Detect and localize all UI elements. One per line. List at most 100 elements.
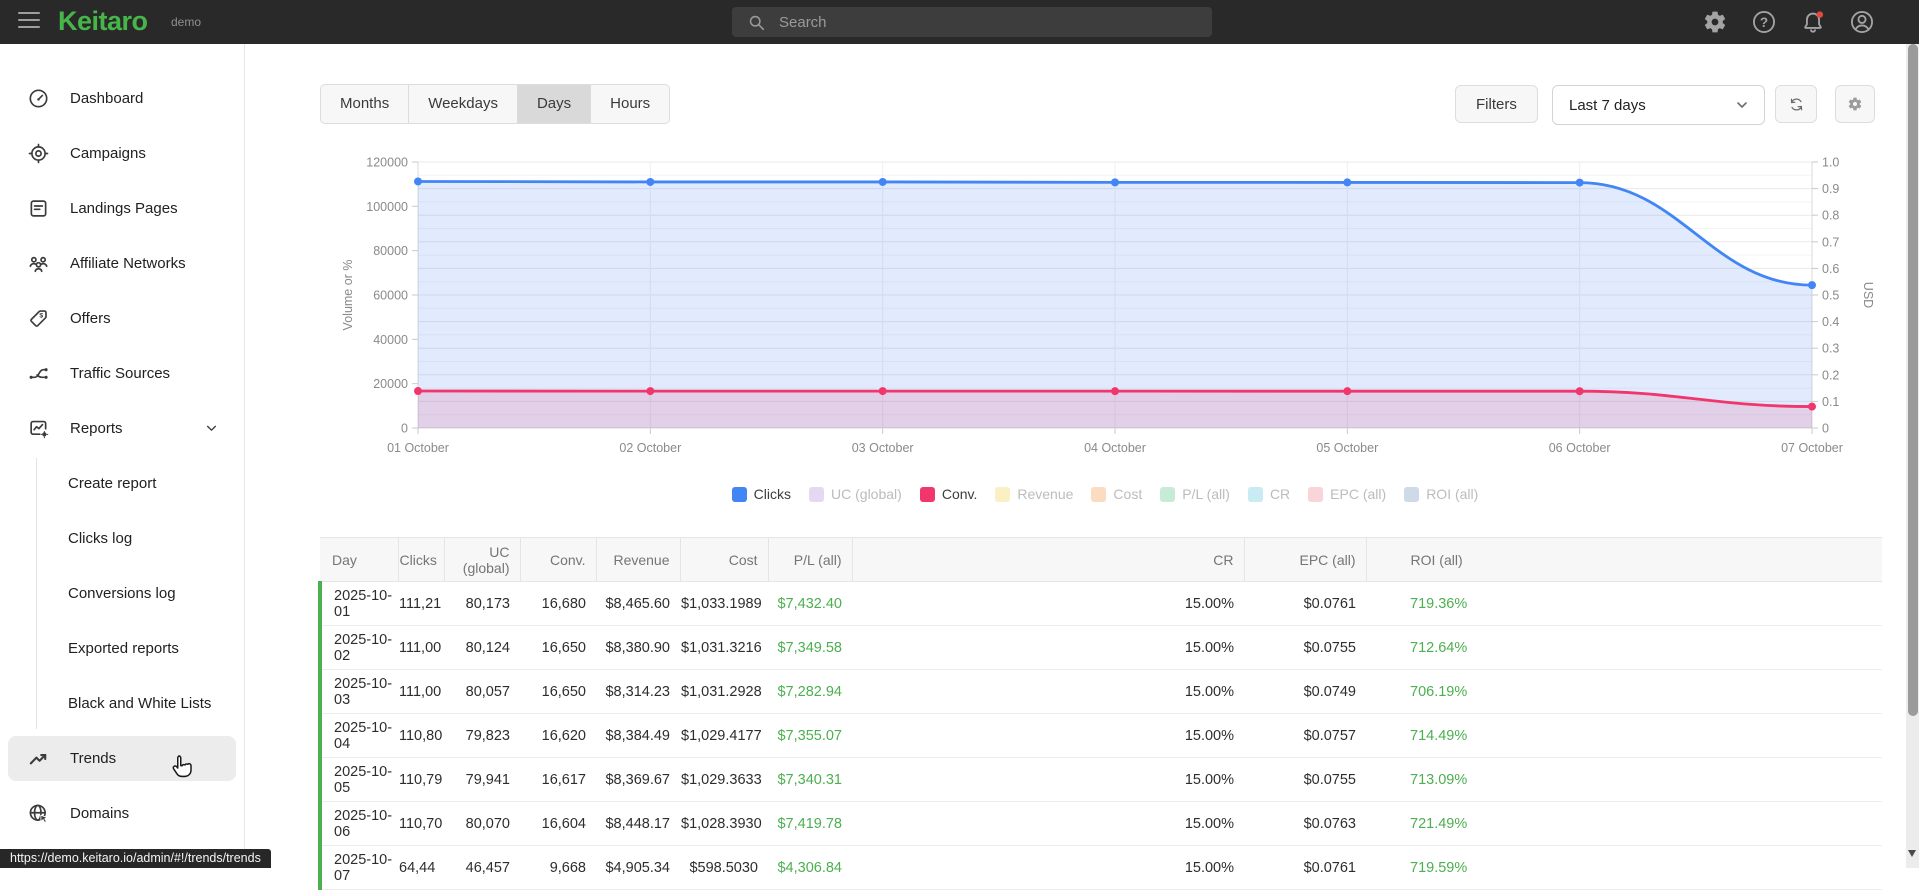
sidebar-item-dashboard[interactable]: Dashboard (0, 71, 244, 126)
notifications-icon[interactable] (1800, 9, 1826, 35)
legend-swatch (1091, 486, 1107, 502)
sidebar-item-trends[interactable]: Trends (0, 731, 244, 786)
legend-label: UC (global) (831, 486, 902, 502)
svg-text:0: 0 (1822, 422, 1829, 436)
scrollbar-down-arrow[interactable] (1908, 850, 1916, 857)
campaigns-icon (28, 143, 49, 164)
cell-cost: $1,029.4177 (680, 713, 768, 758)
tab-days[interactable]: Days (517, 85, 592, 123)
column-header-cr[interactable]: CR (852, 537, 1245, 582)
help-icon[interactable]: ? (1751, 9, 1777, 35)
sidebar-item-offers[interactable]: $ Offers (0, 291, 244, 346)
svg-text:01 October: 01 October (387, 441, 449, 455)
date-range-select[interactable]: Last 7 days (1552, 85, 1765, 125)
cell-epc-all: $0.0763 (1244, 801, 1366, 846)
legend-label: P/L (all) (1182, 486, 1230, 502)
date-range-value: Last 7 days (1569, 96, 1646, 114)
legend-item-cr[interactable]: CR (1247, 486, 1290, 502)
cell-day: 2025-10-02 (318, 625, 398, 670)
cell-clicks: 111,00 (398, 669, 444, 714)
sidebar-subitem-clicks-log[interactable]: Clicks log (68, 530, 133, 547)
filters-button[interactable]: Filters (1455, 85, 1538, 123)
column-header-day[interactable]: Day (320, 537, 399, 582)
sidebar-item-traffic-sources[interactable]: Traffic Sources (0, 346, 244, 401)
column-header-revenue[interactable]: Revenue (596, 537, 681, 582)
search-placeholder: Search (779, 13, 827, 31)
table-row: 2025-10-05 110,79 79,941 16,617 $8,369.67 $1,… (318, 757, 1882, 802)
legend-label: ROI (all) (1426, 486, 1479, 502)
legend-item-revenue[interactable]: Revenue (995, 486, 1073, 502)
cell-conv: 16,604 (520, 801, 596, 846)
legend-item-roi-all[interactable]: ROI (all) (1404, 486, 1478, 502)
table-row: 2025-10-04 110,80 79,823 16,620 $8,384.49 $1,… (318, 713, 1882, 758)
sidebar-item-label: Campaigns (70, 145, 146, 162)
legend-item-uc-global[interactable]: UC (global) (809, 486, 902, 502)
svg-text:USD: USD (1861, 282, 1875, 308)
legend-item-cost[interactable]: Cost (1091, 486, 1142, 502)
topbar: Keitaro demo Search ? (0, 0, 1919, 44)
sidebar-subitem-conversions-log[interactable]: Conversions log (68, 585, 176, 602)
gear-icon (1848, 97, 1862, 111)
refresh-button[interactable] (1775, 85, 1817, 123)
cell-epc-all: $0.0755 (1244, 625, 1366, 670)
sidebar-item-reports[interactable]: Reports (0, 401, 244, 456)
sidebar-subitem-exported-reports[interactable]: Exported reports (68, 640, 179, 657)
cell-conv: 16,620 (520, 713, 596, 758)
column-header-clicks[interactable]: Clicks (398, 537, 445, 582)
scrollbar-thumb[interactable] (1907, 44, 1918, 716)
column-header-p-l-all[interactable]: P/L (all) (768, 537, 853, 582)
cell-revenue: $8,448.17 (596, 801, 680, 846)
cell-uc-global: 79,823 (444, 713, 520, 758)
trends-line-chart: 01 October 02 October 03 October 04 October… (341, 156, 1875, 456)
legend-item-clicks[interactable]: Clicks (731, 486, 791, 502)
legend-item-conv[interactable]: Conv. (919, 486, 978, 502)
sidebar-item-campaigns[interactable]: Campaigns (0, 126, 244, 181)
sidebar-item-label: Traffic Sources (70, 365, 171, 382)
table-row: 2025-10-02 111,00 80,124 16,650 $8,380.90 $1,… (318, 625, 1882, 670)
brand-logo[interactable]: Keitaro (58, 6, 148, 36)
landings-icon (28, 198, 49, 219)
legend-label: EPC (all) (1330, 486, 1387, 502)
svg-text:20000: 20000 (373, 377, 408, 391)
sidebar-item-domains[interactable]: Domains (0, 786, 244, 841)
cell-revenue: $8,380.90 (596, 625, 680, 670)
sidebar-item-label: Reports (70, 420, 123, 437)
legend-swatch (809, 486, 825, 502)
legend-swatch (1247, 486, 1263, 502)
menu-icon[interactable] (18, 12, 40, 32)
tab-hours[interactable]: Hours (610, 95, 651, 112)
chart-settings-button[interactable] (1835, 85, 1875, 123)
sidebar-item-landings-pages[interactable]: Landings Pages (0, 181, 244, 236)
legend-swatch (1160, 486, 1176, 502)
reports-icon (28, 418, 49, 439)
legend-label: Conv. (941, 486, 978, 502)
cell-conv: 16,617 (520, 757, 596, 802)
svg-text:0.6: 0.6 (1822, 262, 1839, 276)
svg-text:0.1: 0.1 (1822, 395, 1839, 409)
cell-roi-all: 719.36% (1366, 581, 1882, 626)
legend-swatch (995, 486, 1011, 502)
tab-months[interactable]: Months (321, 85, 410, 123)
column-header-conv[interactable]: Conv. (520, 537, 597, 582)
cell-uc-global: 80,173 (444, 581, 520, 626)
column-header-cost[interactable]: Cost (680, 537, 769, 582)
legend-item-epc-all[interactable]: EPC (all) (1308, 486, 1386, 502)
legend-swatch (919, 486, 935, 502)
tab-weekdays[interactable]: Weekdays (409, 85, 518, 123)
settings-icon[interactable] (1702, 9, 1728, 35)
column-header-roi-all[interactable]: ROI (all) (1366, 537, 1882, 582)
svg-text:0.4: 0.4 (1822, 315, 1839, 329)
sidebar-subitem-black-and-white-lists[interactable]: Black and White Lists (68, 695, 212, 712)
column-header-uc-global[interactable]: UC (global) (444, 537, 521, 582)
search-input[interactable]: Search (732, 7, 1212, 37)
scrollbar[interactable] (1906, 44, 1919, 868)
sidebar-subitem-create-report[interactable]: Create report (68, 475, 157, 492)
cell-day: 2025-10-05 (318, 757, 398, 802)
column-header-epc-all[interactable]: EPC (all) (1244, 537, 1367, 582)
svg-text:0.5: 0.5 (1822, 289, 1839, 303)
account-icon[interactable] (1849, 9, 1875, 35)
table-row: 2025-10-06 110,70 80,070 16,604 $8,448.17 $1,… (318, 801, 1882, 846)
legend-item-p-l-all[interactable]: P/L (all) (1160, 486, 1230, 502)
brand-badge: demo (171, 15, 202, 29)
sidebar-item-affiliate-networks[interactable]: Affiliate Networks (0, 236, 244, 291)
